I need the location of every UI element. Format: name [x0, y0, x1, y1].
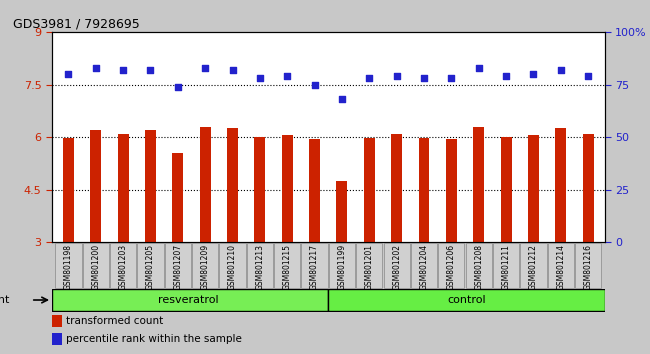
Point: [282, 73, 293, 79]
Bar: [63, 138, 74, 242]
FancyBboxPatch shape: [52, 289, 328, 311]
Text: GSM801214: GSM801214: [556, 244, 566, 290]
Point: [227, 67, 238, 73]
Point: [446, 75, 456, 81]
Text: transformed count: transformed count: [66, 316, 163, 326]
Text: GSM801200: GSM801200: [91, 244, 100, 290]
FancyBboxPatch shape: [438, 244, 465, 287]
Bar: [281, 136, 292, 242]
Bar: [419, 138, 430, 242]
Text: GSM801217: GSM801217: [310, 244, 319, 290]
FancyBboxPatch shape: [220, 244, 246, 287]
Text: GSM801212: GSM801212: [529, 244, 538, 290]
Text: GSM801198: GSM801198: [64, 244, 73, 290]
Text: control: control: [447, 295, 486, 305]
FancyBboxPatch shape: [164, 244, 191, 287]
Point: [556, 67, 566, 73]
Point: [337, 96, 347, 102]
Text: GSM801203: GSM801203: [118, 244, 127, 290]
Point: [419, 75, 429, 81]
Text: agent: agent: [0, 295, 10, 305]
Text: GSM801208: GSM801208: [474, 244, 483, 290]
Bar: [90, 130, 101, 242]
Point: [309, 82, 320, 87]
Text: GSM801215: GSM801215: [283, 244, 292, 290]
FancyBboxPatch shape: [83, 244, 109, 287]
Text: GSM801199: GSM801199: [337, 244, 346, 290]
Bar: [500, 137, 512, 242]
Bar: [555, 129, 566, 242]
Text: percentile rank within the sample: percentile rank within the sample: [66, 334, 242, 344]
Bar: [473, 127, 484, 242]
Text: GSM801201: GSM801201: [365, 244, 374, 290]
Text: GSM801209: GSM801209: [201, 244, 210, 290]
Bar: [52, 315, 62, 327]
Bar: [582, 134, 593, 242]
FancyBboxPatch shape: [192, 244, 218, 287]
FancyBboxPatch shape: [329, 244, 355, 287]
FancyBboxPatch shape: [465, 244, 492, 287]
Point: [118, 67, 128, 73]
FancyBboxPatch shape: [575, 244, 601, 287]
Bar: [446, 139, 457, 242]
FancyBboxPatch shape: [520, 244, 547, 287]
Bar: [118, 134, 129, 242]
FancyBboxPatch shape: [356, 244, 382, 287]
Bar: [309, 139, 320, 242]
FancyBboxPatch shape: [302, 244, 328, 287]
Point: [583, 73, 593, 79]
Bar: [172, 153, 183, 242]
FancyBboxPatch shape: [384, 244, 410, 287]
FancyBboxPatch shape: [247, 244, 273, 287]
Point: [255, 75, 265, 81]
FancyBboxPatch shape: [110, 244, 136, 287]
Bar: [528, 136, 539, 242]
Bar: [254, 137, 265, 242]
Text: resveratrol: resveratrol: [159, 295, 219, 305]
Text: GSM801204: GSM801204: [419, 244, 428, 290]
FancyBboxPatch shape: [493, 244, 519, 287]
Point: [63, 71, 73, 77]
Point: [391, 73, 402, 79]
Point: [90, 65, 101, 70]
FancyBboxPatch shape: [137, 244, 164, 287]
FancyBboxPatch shape: [547, 244, 574, 287]
Text: GSM801207: GSM801207: [174, 244, 182, 290]
Bar: [200, 127, 211, 242]
Text: GDS3981 / 7928695: GDS3981 / 7928695: [13, 18, 140, 31]
Point: [473, 65, 484, 70]
Text: GSM801210: GSM801210: [228, 244, 237, 290]
Text: GSM801206: GSM801206: [447, 244, 456, 290]
Point: [528, 71, 539, 77]
Text: GSM801216: GSM801216: [584, 244, 593, 290]
Bar: [227, 129, 238, 242]
Text: GSM801211: GSM801211: [502, 244, 510, 290]
FancyBboxPatch shape: [55, 244, 81, 287]
Point: [145, 67, 155, 73]
Point: [173, 84, 183, 90]
Text: GSM801205: GSM801205: [146, 244, 155, 290]
Bar: [364, 138, 375, 242]
Point: [501, 73, 512, 79]
Bar: [52, 333, 62, 345]
FancyBboxPatch shape: [411, 244, 437, 287]
Point: [200, 65, 211, 70]
Bar: [337, 181, 347, 242]
Bar: [391, 134, 402, 242]
Text: GSM801202: GSM801202: [392, 244, 401, 290]
Point: [364, 75, 374, 81]
Bar: [145, 130, 156, 242]
FancyBboxPatch shape: [274, 244, 300, 287]
Text: GSM801213: GSM801213: [255, 244, 265, 290]
FancyBboxPatch shape: [328, 289, 604, 311]
